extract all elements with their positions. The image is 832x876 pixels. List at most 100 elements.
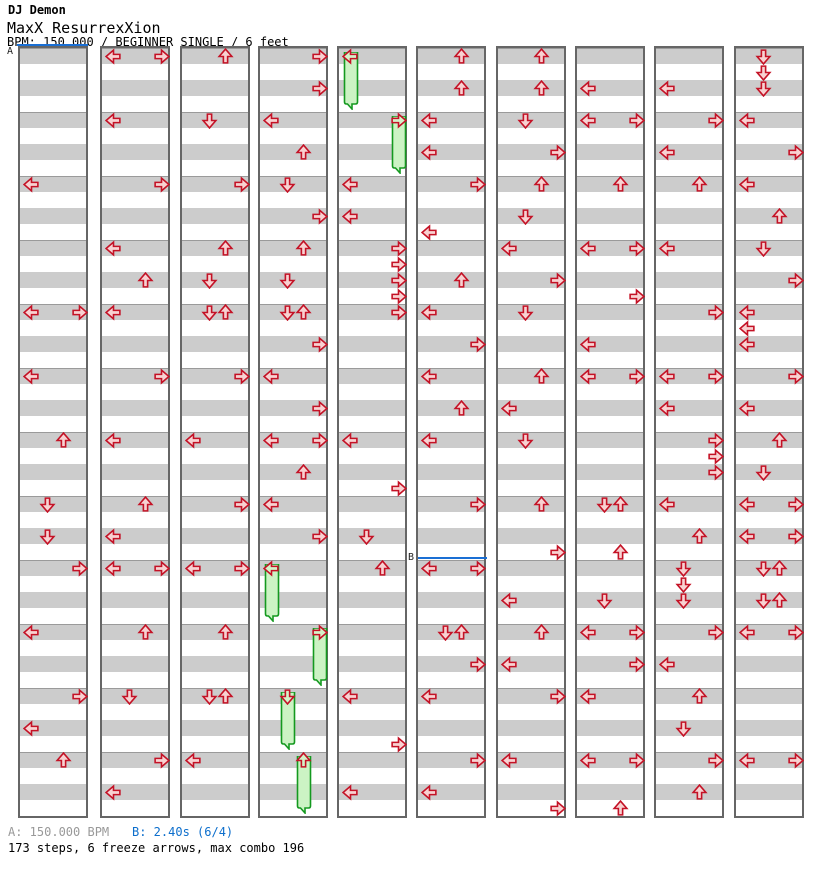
arrow-right-icon (787, 623, 804, 641)
arrow-right-icon (233, 495, 250, 513)
arrow-left-icon (580, 111, 597, 129)
arrow-right-icon (390, 239, 407, 257)
arrow-right-icon (787, 271, 804, 289)
footer-marker-a: A: 150.000 BPM (8, 825, 110, 839)
arrow-right-icon (233, 175, 250, 193)
arrow-right-icon (707, 463, 724, 481)
marker-a-line (17, 44, 88, 46)
arrow-left-icon (580, 79, 597, 97)
arrow-down-icon (517, 304, 534, 321)
arrow-left-icon (185, 431, 202, 449)
arrow-down-icon (39, 496, 56, 513)
arrow-up-icon (374, 559, 391, 577)
arrow-right-icon (233, 559, 250, 577)
arrow-right-icon (233, 367, 250, 385)
arrow-right-icon (311, 335, 328, 353)
arrow-left-icon (23, 623, 40, 641)
arrow-right-icon (787, 143, 804, 161)
arrow-right-icon (469, 175, 486, 193)
arrow-right-icon (390, 287, 407, 305)
arrow-left-icon (580, 239, 597, 257)
arrow-left-icon (739, 399, 756, 417)
chart-column (258, 46, 328, 818)
arrow-right-icon (153, 559, 170, 577)
arrow-down-icon (755, 240, 772, 257)
arrow-down-icon (675, 576, 692, 593)
arrow-right-icon (707, 431, 724, 449)
arrow-up-icon (295, 303, 312, 321)
chart-column (734, 46, 804, 818)
arrow-down-icon (596, 592, 613, 609)
footer-stats: 173 steps, 6 freeze arrows, max combo 19… (8, 841, 305, 855)
arrow-right-icon (469, 335, 486, 353)
arrow-up-icon (533, 495, 550, 513)
arrow-right-icon (787, 495, 804, 513)
arrow-up-icon (453, 623, 470, 641)
arrow-right-icon (787, 527, 804, 545)
arrow-right-icon (311, 79, 328, 97)
arrow-right-icon (549, 543, 566, 561)
arrow-left-icon (501, 399, 518, 417)
chart-column (337, 46, 407, 818)
arrow-right-icon (549, 271, 566, 289)
arrow-down-icon (358, 528, 375, 545)
arrow-left-icon (421, 783, 438, 801)
arrow-left-icon (659, 495, 676, 513)
arrow-left-icon (421, 559, 438, 577)
arrow-left-icon (342, 207, 359, 225)
arrow-up-icon (295, 239, 312, 257)
arrow-right-icon (628, 111, 645, 129)
arrow-right-icon (390, 735, 407, 753)
arrow-up-icon (691, 783, 708, 801)
arrow-left-icon (342, 431, 359, 449)
arrow-down-icon (201, 112, 218, 129)
arrow-up-icon (691, 527, 708, 545)
arrow-left-icon (501, 751, 518, 769)
arrow-down-icon (517, 432, 534, 449)
arrow-down-icon (755, 48, 772, 65)
arrow-left-icon (580, 367, 597, 385)
chart-column (100, 46, 170, 818)
arrow-left-icon (263, 431, 280, 449)
arrow-right-icon (549, 687, 566, 705)
arrow-right-icon (628, 655, 645, 673)
freeze-body (312, 627, 328, 690)
arrow-up-icon (453, 47, 470, 65)
arrow-left-icon (659, 239, 676, 257)
arrow-left-icon (659, 367, 676, 385)
chart-column (416, 46, 486, 818)
arrow-right-icon (628, 623, 645, 641)
arrow-left-icon (23, 175, 40, 193)
arrow-left-icon (23, 303, 40, 321)
arrow-right-icon (549, 799, 566, 817)
arrow-down-icon (279, 304, 296, 321)
arrow-left-icon (739, 175, 756, 193)
arrow-right-icon (787, 367, 804, 385)
marker-b-line (418, 557, 487, 559)
freeze-body (343, 51, 359, 114)
arrow-right-icon (311, 47, 328, 65)
song-title: MaxX ResurrexXion (7, 19, 161, 37)
arrow-left-icon (739, 751, 756, 769)
arrow-right-icon (469, 559, 486, 577)
chart-column (654, 46, 724, 818)
arrow-left-icon (659, 399, 676, 417)
arrow-up-icon (55, 431, 72, 449)
arrow-left-icon (263, 495, 280, 513)
arrow-down-icon (517, 208, 534, 225)
arrow-left-icon (105, 527, 122, 545)
arrow-up-icon (533, 175, 550, 193)
arrow-up-icon (771, 591, 788, 609)
arrow-left-icon (421, 367, 438, 385)
freeze-body (391, 115, 407, 178)
arrow-left-icon (105, 783, 122, 801)
arrow-right-icon (153, 47, 170, 65)
arrow-down-icon (675, 560, 692, 577)
arrow-up-icon (453, 79, 470, 97)
arrow-left-icon (659, 655, 676, 673)
arrow-left-icon (105, 239, 122, 257)
arrow-left-icon (501, 239, 518, 257)
arrow-up-icon (612, 799, 629, 817)
arrow-left-icon (739, 623, 756, 641)
